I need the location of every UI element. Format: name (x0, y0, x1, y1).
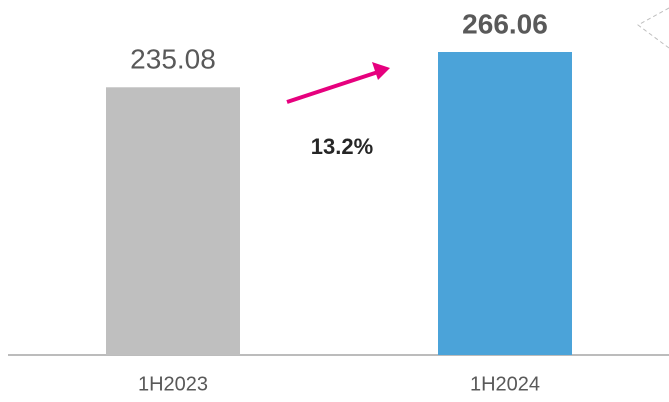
growth-label: 13.2% (311, 134, 373, 159)
trend-arrow (286, 70, 379, 104)
arrow-head (372, 62, 390, 80)
value-label: 266.06 (462, 8, 548, 39)
bar (106, 87, 240, 356)
value-label: 235.08 (130, 44, 216, 75)
decoration (637, 7, 669, 49)
bar (438, 52, 572, 355)
x-tick-label: 1H2024 (470, 373, 540, 395)
x-tick-label: 1H2023 (138, 373, 208, 395)
